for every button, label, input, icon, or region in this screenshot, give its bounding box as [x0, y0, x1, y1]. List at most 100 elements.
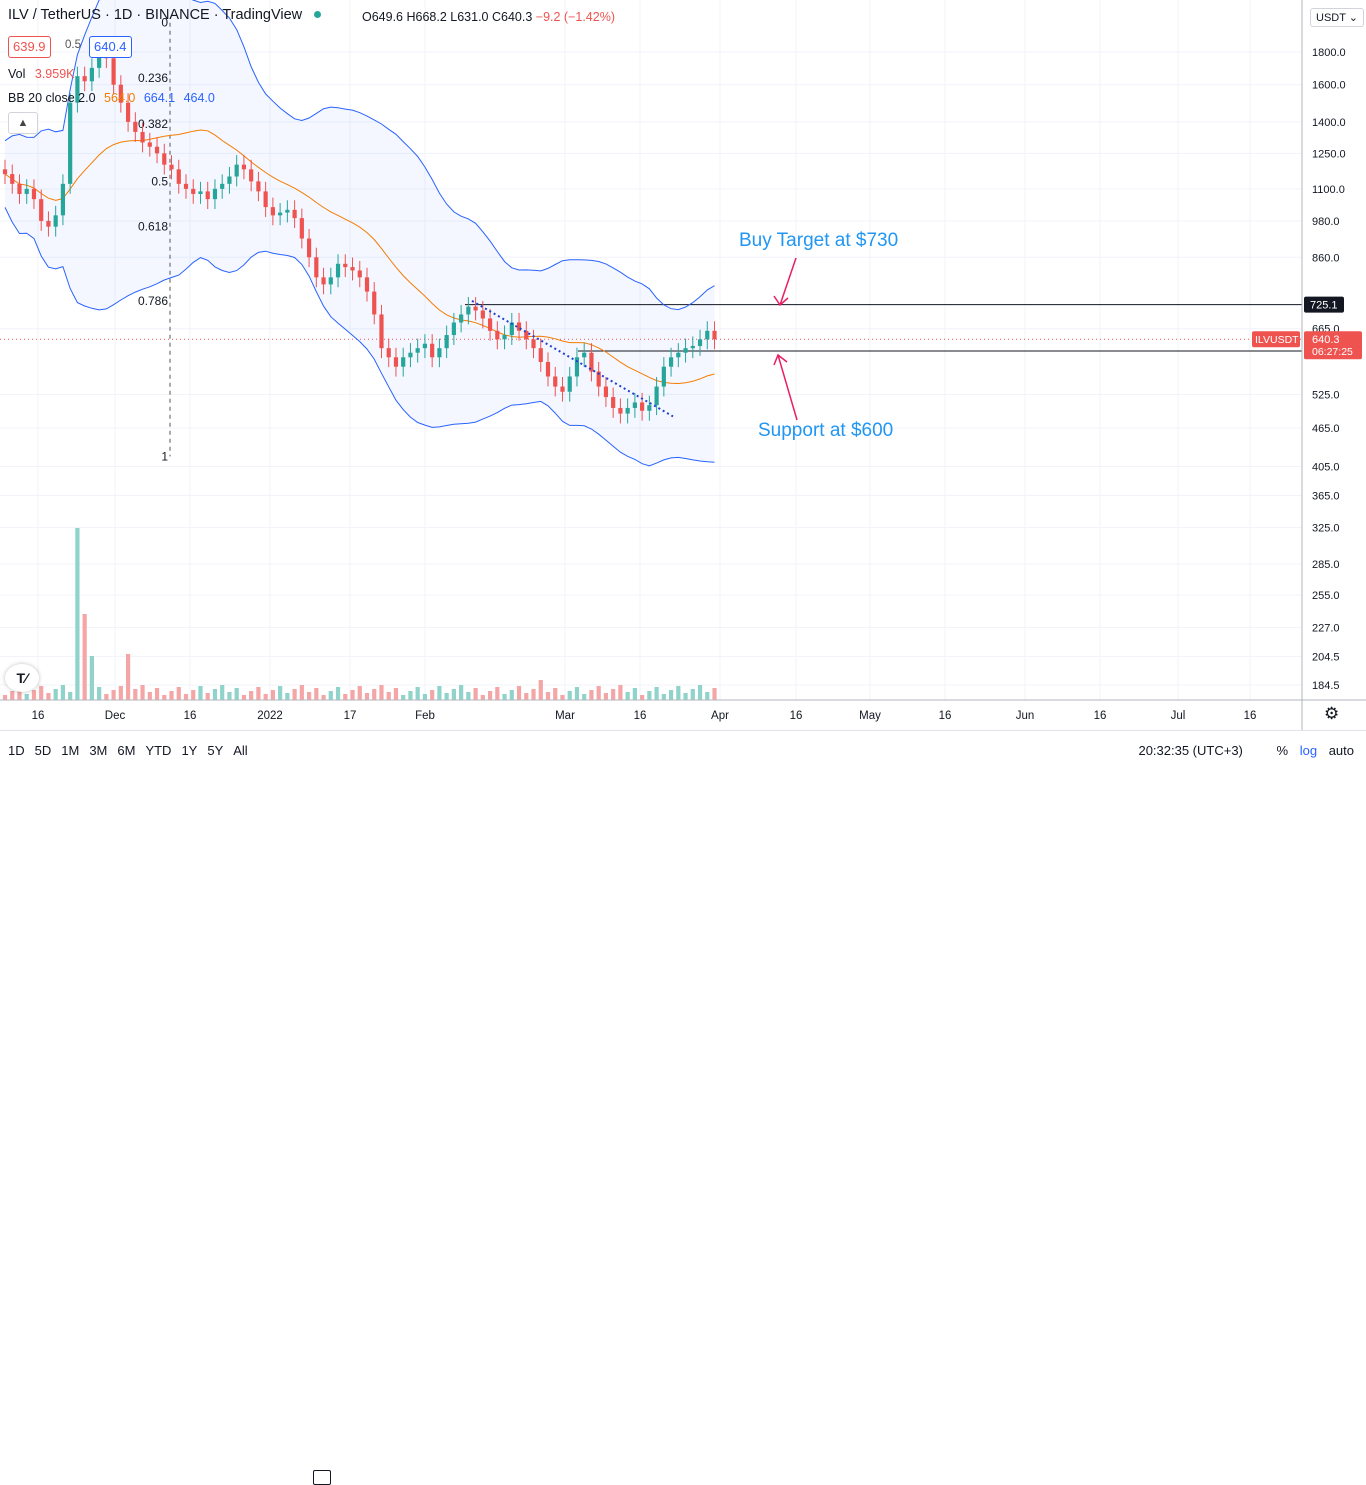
candle-body — [306, 238, 312, 258]
volume-bar — [53, 689, 58, 700]
ohlc-readout: O649.6 H668.2 L631.0 C640.3 −9.2 (−1.42%… — [362, 10, 615, 24]
volume-bar — [697, 685, 703, 700]
candle-body — [596, 371, 601, 387]
range-button-1y[interactable]: 1Y — [181, 743, 198, 758]
candle-body — [495, 330, 500, 340]
volume-bar — [234, 688, 239, 700]
volume-bar — [516, 686, 522, 700]
time-tick-label: 16 — [939, 710, 952, 722]
buy-price-box[interactable]: 640.4 — [89, 36, 132, 58]
candle-body — [654, 386, 659, 406]
range-button-5d[interactable]: 5D — [34, 743, 52, 758]
volume-bar — [676, 686, 681, 700]
volume-bar — [683, 693, 688, 700]
volume-bar — [270, 690, 275, 700]
volume-value: 3.959K — [34, 67, 75, 81]
candle-body — [480, 310, 485, 319]
bb-legend[interactable]: BB 20 close 2.0 564.0 664.1 464.0 — [8, 91, 215, 105]
tradingview-logo-icon[interactable]: T⁄ — [5, 664, 39, 692]
price-tick-label: 184.5 — [1312, 680, 1340, 692]
volume-bar — [603, 693, 609, 700]
calendar-icon[interactable] — [313, 1470, 331, 1485]
candle-body — [683, 348, 688, 353]
volume-bar — [386, 692, 391, 700]
volume-bar — [227, 692, 232, 700]
candle-body — [466, 306, 471, 315]
volume-label: Vol — [8, 67, 26, 81]
symbol-title[interactable]: ILV / TetherUS · 1D · BINANCE · TradingV… — [8, 7, 303, 23]
clock-time[interactable]: 20:32:35 (UTC+3) — [1138, 743, 1243, 758]
time-tick-label: Mar — [555, 710, 575, 722]
volume-bar — [24, 694, 29, 700]
time-tick-label: May — [859, 710, 881, 722]
volume-bar — [292, 689, 297, 700]
volume-bar — [661, 694, 666, 700]
percent-toggle[interactable]: % — [1276, 743, 1289, 758]
chevron-up-icon[interactable]: ▲ — [8, 112, 38, 134]
volume-bar — [567, 691, 572, 700]
volume-bar — [502, 694, 507, 700]
auto-toggle[interactable]: auto — [1328, 743, 1354, 758]
range-button-1d[interactable]: 1D — [8, 743, 25, 758]
volume-bar — [625, 692, 630, 700]
candle-body — [169, 164, 174, 170]
gear-icon[interactable]: ⚙ — [1324, 704, 1340, 723]
time-tick-label: Apr — [711, 710, 729, 722]
candle-body — [712, 330, 717, 340]
volume-bar — [104, 694, 109, 700]
candle-body — [582, 352, 587, 358]
chart-canvas[interactable]: 0 0.236 0.382 0.5 0.618 0.786 1 1800.0 1600.0 14… — [0, 0, 1366, 730]
range-button-5y[interactable]: 5Y — [207, 743, 224, 758]
level-top-label: 725.1 — [1310, 300, 1338, 312]
volume-bar — [444, 693, 449, 700]
annotation-arrows — [773, 257, 798, 421]
volume-bar — [205, 693, 210, 700]
candle-body — [256, 181, 261, 192]
countdown-label: 06:27:25 — [1312, 346, 1353, 358]
candle-body — [647, 405, 652, 411]
range-button-1m[interactable]: 1M — [61, 743, 80, 758]
currency-select[interactable]: USDT ⌄ — [1310, 8, 1365, 27]
bb-basis-value: 564.0 — [104, 91, 136, 105]
volume-bar — [545, 692, 551, 700]
symbol-tag-box — [1252, 331, 1300, 348]
range-button-all[interactable]: All — [233, 743, 248, 758]
support-arrowhead — [773, 353, 788, 366]
time-tick-label: Feb — [415, 710, 435, 722]
volume-bar — [596, 686, 601, 700]
support-arrow — [777, 354, 798, 421]
volume-bar — [140, 685, 145, 700]
range-button-6m[interactable]: 6M — [117, 743, 136, 758]
range-button-3m[interactable]: 3M — [89, 743, 108, 758]
level-top-label-box — [1304, 296, 1344, 313]
candle-body — [372, 291, 377, 315]
chart-title: ILV / TetherUS · 1D · BINANCE · TradingV… — [8, 7, 329, 23]
candle-body — [560, 386, 565, 392]
time-tick-label: 16 — [790, 710, 803, 722]
volume-bar — [68, 692, 73, 700]
candle-body — [111, 58, 116, 85]
range-button-ytd[interactable]: YTD — [145, 743, 172, 758]
price-tick-label: 1600.0 — [1312, 80, 1346, 92]
candle-body — [2, 169, 8, 175]
candle-body — [46, 220, 51, 227]
volume-bar — [154, 688, 160, 700]
candle-body — [393, 357, 399, 367]
candle-body — [531, 339, 536, 349]
log-toggle[interactable]: log — [1299, 743, 1318, 758]
volume-bar — [364, 693, 370, 700]
time-tick-label: 16 — [1244, 710, 1257, 722]
chart-grid — [0, 0, 1302, 700]
volume-bar — [582, 694, 587, 700]
sell-price-box[interactable]: 639.9 — [8, 36, 51, 58]
candle-body — [364, 277, 370, 292]
volume-bar — [473, 688, 478, 700]
candle-body — [154, 146, 160, 154]
candle-body — [437, 348, 442, 358]
candle-body — [451, 322, 456, 336]
price-time-axes: 1800.0 1600.0 1400.0 1250.0 1100.0 980.0 860.0… — [0, 0, 1366, 730]
candle-body — [162, 153, 167, 165]
volume-legend[interactable]: Vol 3.959K — [8, 67, 75, 81]
volume-bar — [415, 687, 420, 700]
candle-body — [574, 357, 580, 377]
